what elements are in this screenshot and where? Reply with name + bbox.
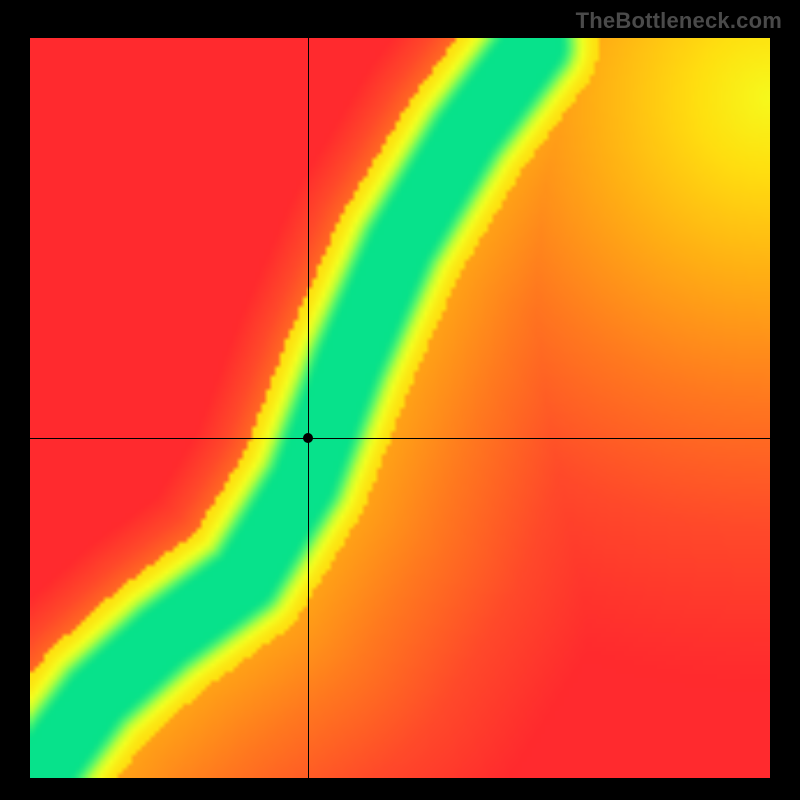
crosshair-horizontal	[30, 438, 770, 439]
marker-dot	[303, 433, 313, 443]
watermark-text: TheBottleneck.com	[576, 8, 782, 34]
crosshair-vertical	[308, 38, 309, 778]
heatmap-plot	[30, 38, 770, 778]
heatmap-canvas	[30, 38, 770, 778]
